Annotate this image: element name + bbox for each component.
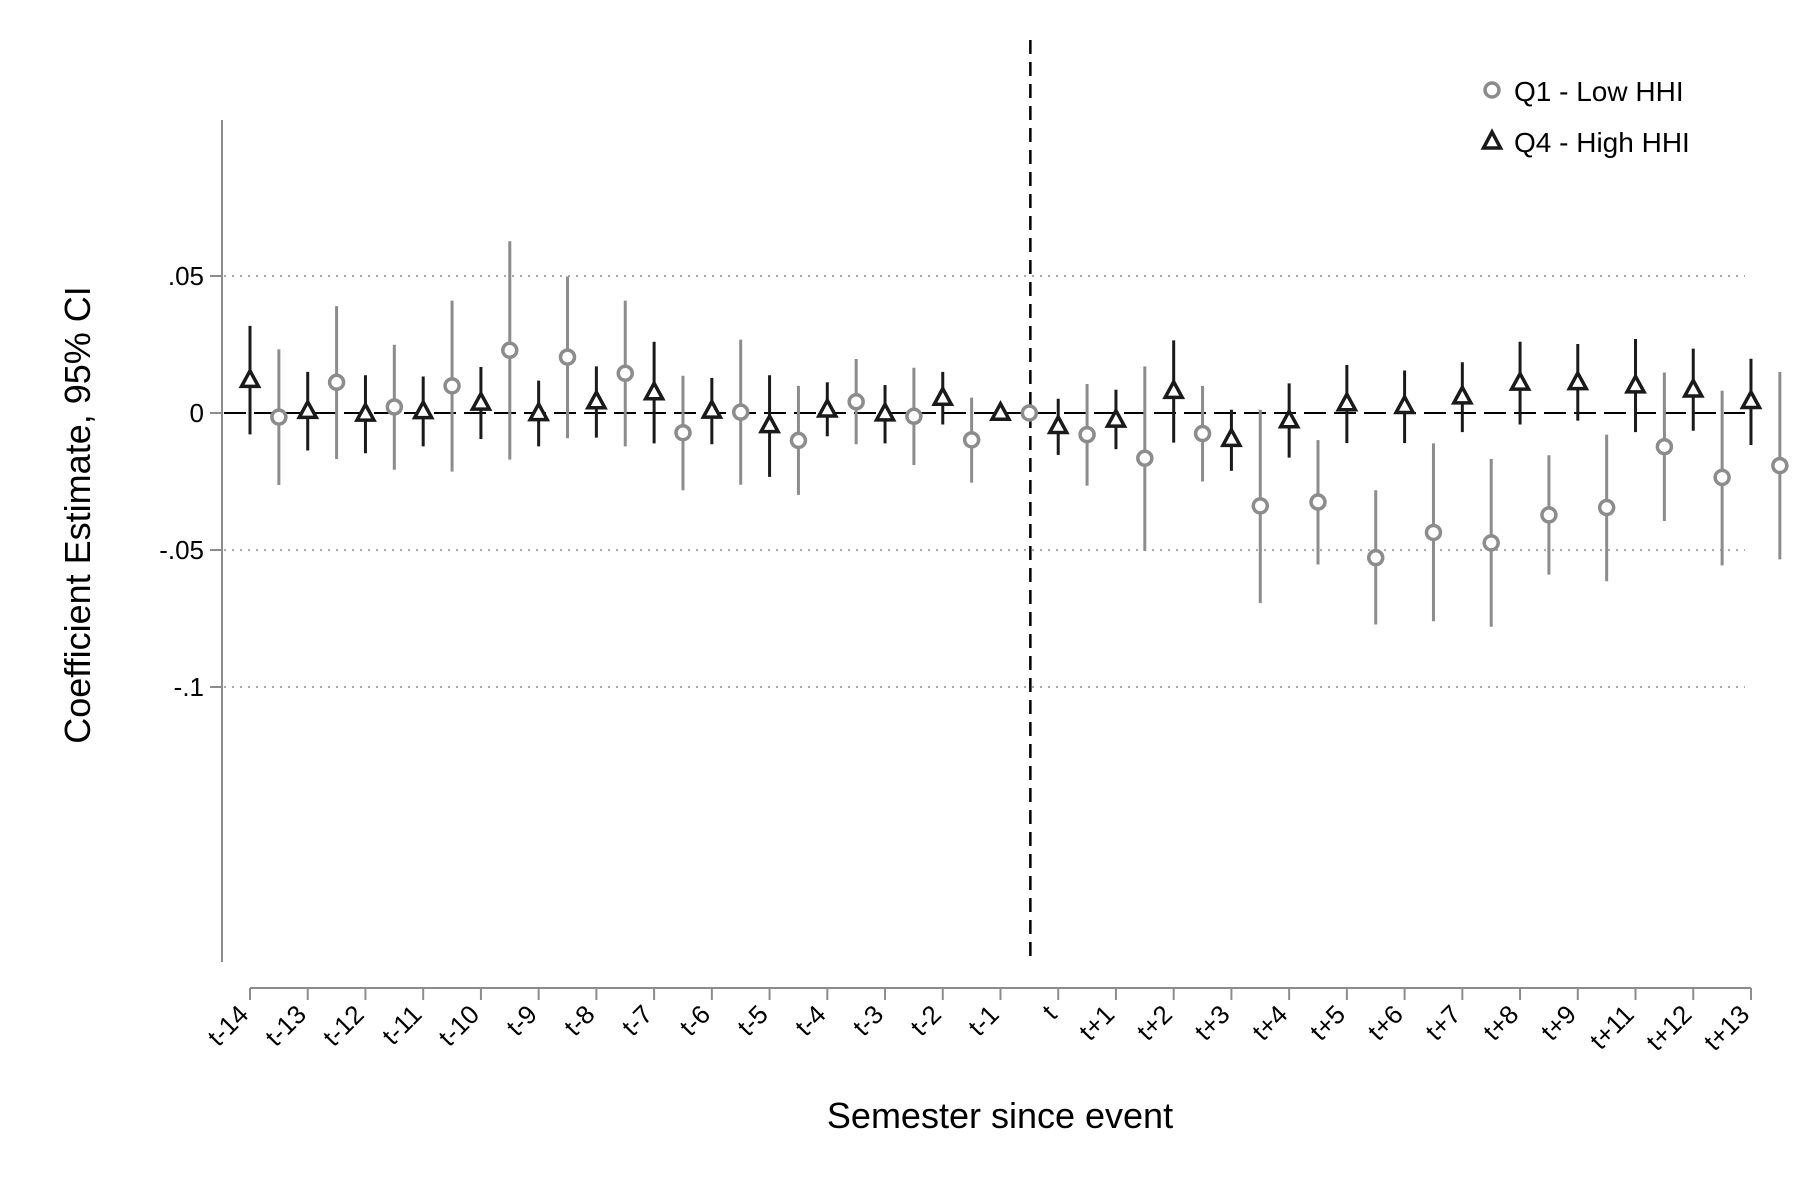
point-triangle bbox=[1277, 407, 1301, 429]
point-circle bbox=[616, 364, 634, 383]
point-circle bbox=[731, 403, 750, 421]
point-triangle bbox=[296, 398, 320, 420]
point-circle bbox=[1251, 497, 1270, 515]
x-tick-label: t+13 bbox=[1698, 999, 1756, 1057]
y-tick-label: .05 bbox=[168, 261, 204, 291]
point-circle bbox=[962, 431, 981, 449]
point-triangle bbox=[758, 412, 782, 434]
y-tick-label: -.1 bbox=[174, 672, 204, 702]
point-triangle bbox=[354, 400, 377, 422]
point-circle bbox=[1309, 493, 1327, 511]
x-tick-label: t-12 bbox=[317, 999, 370, 1052]
point-circle bbox=[1078, 425, 1096, 444]
point-circle bbox=[385, 398, 404, 416]
x-tick-label: t-6 bbox=[673, 999, 716, 1042]
x-tick-label: t-4 bbox=[789, 999, 832, 1042]
x-tick-label: t-7 bbox=[616, 999, 659, 1042]
point-triangle bbox=[642, 379, 666, 401]
point-circle bbox=[501, 341, 519, 360]
point-triangle bbox=[1393, 393, 1417, 415]
x-tick-label: t-10 bbox=[432, 999, 485, 1052]
grid-lines bbox=[224, 275, 1745, 688]
point-triangle bbox=[931, 384, 955, 406]
point-circle bbox=[1424, 523, 1443, 542]
point-triangle bbox=[1219, 426, 1243, 448]
point-circle bbox=[789, 431, 808, 450]
x-tick-label: t+1 bbox=[1073, 999, 1120, 1046]
point-triangle bbox=[411, 398, 435, 420]
point-triangle bbox=[1681, 376, 1705, 398]
point-triangle bbox=[1104, 406, 1128, 428]
x-tick-label: t+4 bbox=[1246, 999, 1293, 1046]
point-circle bbox=[1136, 449, 1154, 467]
point-triangle bbox=[1508, 369, 1532, 391]
y-axis-title: Coefficient Estimate, 95% CI bbox=[57, 286, 98, 744]
legend: Q1 - Low HHI Q4 - High HHI bbox=[1480, 76, 1690, 158]
series-q4-high-hhi bbox=[238, 325, 1763, 477]
point-circle bbox=[327, 373, 346, 392]
x-tick-label: t-11 bbox=[376, 999, 428, 1051]
x-axis-title: Semester since event bbox=[827, 1095, 1173, 1136]
y-tick-label: 0 bbox=[190, 398, 204, 428]
legend-marker-triangle bbox=[1480, 128, 1504, 150]
point-circle bbox=[1655, 437, 1674, 456]
x-tick-label: t bbox=[1036, 998, 1063, 1025]
point-triangle bbox=[527, 400, 551, 422]
x-tick-label: t+11 bbox=[1584, 999, 1640, 1055]
point-circle bbox=[1540, 506, 1558, 524]
x-tick-label: t-1 bbox=[962, 999, 1005, 1042]
legend-marker-circle bbox=[1483, 81, 1501, 99]
x-tick-label: t-5 bbox=[731, 999, 774, 1042]
data-series bbox=[238, 241, 1789, 627]
point-triangle bbox=[1566, 369, 1590, 391]
point-circle bbox=[558, 348, 577, 366]
point-circle bbox=[1597, 498, 1616, 517]
point-circle bbox=[1193, 424, 1212, 443]
x-tick-label: t+9 bbox=[1535, 999, 1582, 1046]
x-tick-label: t-13 bbox=[259, 999, 312, 1052]
point-triangle bbox=[1450, 383, 1474, 405]
point-triangle bbox=[469, 389, 493, 411]
x-tick-label: t-8 bbox=[558, 999, 601, 1042]
point-circle bbox=[847, 393, 865, 411]
point-triangle bbox=[815, 396, 839, 418]
x-tick-label: t+5 bbox=[1304, 999, 1351, 1046]
point-triangle bbox=[584, 388, 608, 410]
x-tick-label: t+2 bbox=[1131, 999, 1178, 1046]
point-triangle bbox=[700, 397, 724, 419]
point-triangle bbox=[1335, 390, 1359, 412]
point-triangle bbox=[1739, 388, 1763, 410]
x-tick-label: t+3 bbox=[1188, 999, 1235, 1046]
point-circle bbox=[674, 423, 692, 442]
point-triangle bbox=[1162, 378, 1186, 400]
x-tick-label: t-2 bbox=[904, 999, 947, 1042]
x-tick-label: t-14 bbox=[201, 999, 254, 1052]
y-tick-label: -.05 bbox=[159, 535, 204, 565]
point-triangle bbox=[873, 400, 897, 422]
point-triangle bbox=[989, 400, 1012, 422]
x-tick-label: t-9 bbox=[500, 999, 543, 1042]
x-tick-label: t+7 bbox=[1419, 999, 1466, 1046]
point-circle bbox=[443, 377, 461, 395]
x-tick-label: t+8 bbox=[1477, 999, 1524, 1046]
x-tick-label: t-3 bbox=[847, 999, 890, 1042]
point-circle bbox=[905, 407, 923, 426]
legend-label-q4: Q4 - High HHI bbox=[1514, 127, 1690, 158]
axes: .05 0 -.05 -.1 t-14 t-13 t-12 t-11 t-10 t-9 t-8 t-7… bbox=[159, 120, 1755, 1057]
reference-lines bbox=[224, 40, 1745, 962]
point-triangle bbox=[1624, 372, 1647, 394]
point-circle bbox=[1366, 548, 1385, 567]
x-tick-label: t+6 bbox=[1362, 999, 1409, 1046]
point-circle bbox=[1020, 404, 1039, 422]
point-circle bbox=[1482, 534, 1500, 552]
legend-label-q1: Q1 - Low HHI bbox=[1514, 76, 1684, 107]
series-q1-low-hhi bbox=[270, 241, 1789, 627]
x-tick-label: t+12 bbox=[1640, 999, 1698, 1057]
point-triangle bbox=[238, 367, 262, 389]
point-circle bbox=[1713, 468, 1731, 487]
point-triangle bbox=[1046, 413, 1070, 435]
point-circle bbox=[270, 408, 288, 426]
point-circle bbox=[1771, 456, 1789, 475]
